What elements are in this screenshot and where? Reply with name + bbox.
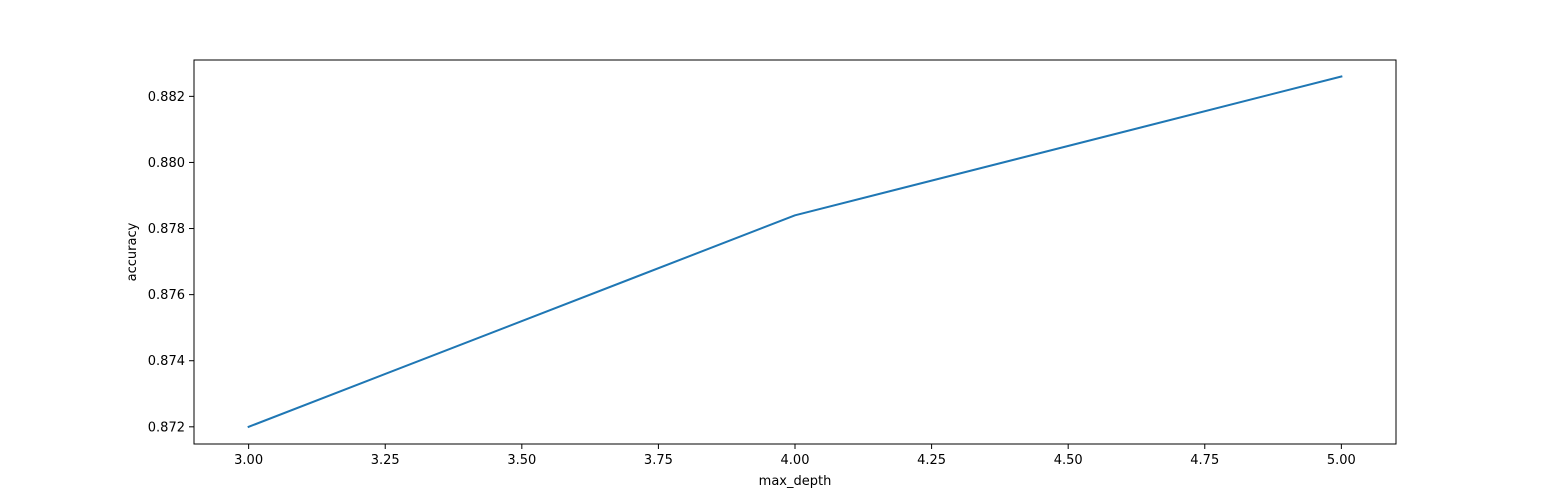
y-tick-label: 0.874 [148,354,185,369]
x-tick-label: 3.00 [234,453,263,468]
y-tick-label: 0.882 [148,90,185,105]
y-tick-label: 0.880 [148,156,185,171]
y-tick-label: 0.878 [148,222,185,237]
plot-frame [193,59,1397,445]
plot-background [194,60,1396,444]
y-tick-label: 0.872 [148,420,185,435]
y-axis-label: accuracy [125,222,140,281]
x-tick-label: 3.25 [371,453,400,468]
series-layer [247,75,1343,429]
x-axis-label: max_depth [759,474,832,489]
x-tick-label: 3.75 [644,453,673,468]
x-tick-label: 4.00 [781,453,810,468]
x-axis-ticks: 3.00 3.25 3.50 3.75 4.00 4.25 4.50 4.75 5.00 [234,444,1356,468]
x-tick-label: 4.50 [1054,453,1083,468]
series-line-0 [247,75,1343,429]
x-tick-label: 5.00 [1327,453,1356,468]
x-tick-label: 4.75 [1190,453,1219,468]
y-tick-label: 0.876 [148,288,185,303]
y-axis-ticks: 0.872 0.874 0.876 0.878 0.880 0.882 [148,90,194,435]
x-tick-label: 4.25 [917,453,946,468]
x-tick-label: 3.50 [507,453,536,468]
